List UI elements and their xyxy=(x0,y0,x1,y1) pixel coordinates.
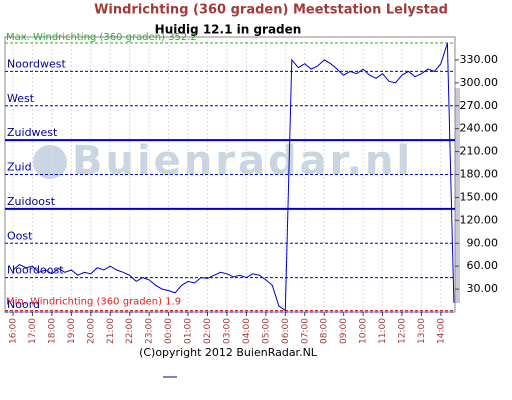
reference-label: Oost xyxy=(7,229,33,242)
y-tick-label: 210.00 xyxy=(460,145,499,158)
x-tick-label: 13:00 xyxy=(417,318,427,344)
reference-label: Noordoost xyxy=(7,264,64,277)
copyright: (C)opyright 2012 BuienRadar.NL xyxy=(139,346,318,359)
y-tick-label: 180.00 xyxy=(460,168,499,181)
reference-label: West xyxy=(7,92,35,105)
watermark: Buienradar.nl xyxy=(72,138,413,184)
reference-label: Zuidwest xyxy=(7,126,58,139)
x-tick-label: 01:00 xyxy=(184,318,194,344)
x-tick-label: 22:00 xyxy=(125,318,135,344)
reference-label: Zuidoost xyxy=(7,195,56,208)
min-line-label: Min. Windrichting (360 graden) 1.9 xyxy=(6,297,181,308)
data-line xyxy=(12,42,455,312)
x-tick-label: 19:00 xyxy=(67,318,77,344)
max-line-label: Max. Windrichting (360 graden) 352.2 xyxy=(6,32,197,43)
chart-title: Windrichting (360 graden) Meetstation Le… xyxy=(94,3,448,18)
y-tick-label: 300.00 xyxy=(460,76,499,89)
y-tick-label: 90.00 xyxy=(467,236,499,249)
y-tick-label: 240.00 xyxy=(460,122,499,135)
x-tick-label: 02:00 xyxy=(203,318,213,344)
x-tick-label: 14:00 xyxy=(436,318,446,344)
x-tick-label: 20:00 xyxy=(86,318,96,344)
y-tick-label: 150.00 xyxy=(460,190,499,203)
x-tick-label: 05:00 xyxy=(261,318,271,344)
x-tick-label: 18:00 xyxy=(47,318,57,344)
x-tick-label: 11:00 xyxy=(378,318,388,344)
x-tick-label: 00:00 xyxy=(164,318,174,344)
x-tick-label: 17:00 xyxy=(28,318,38,344)
y-tick-label: 60.00 xyxy=(467,259,499,272)
x-tick-label: 10:00 xyxy=(359,318,369,344)
y-tick-label: 270.00 xyxy=(460,99,499,112)
x-tick-label: 09:00 xyxy=(339,318,349,344)
x-tick-label: 04:00 xyxy=(242,318,252,344)
x-tick-label: 21:00 xyxy=(106,318,116,344)
y-tick-label: 30.00 xyxy=(467,282,499,295)
chart-subtitle: Huidig 12.1 in graden xyxy=(155,23,302,37)
scroll-bar xyxy=(455,88,460,303)
reference-label: Noordwest xyxy=(7,57,66,70)
y-tick-label: 120.00 xyxy=(460,213,499,226)
x-tick-label: 03:00 xyxy=(222,318,232,344)
watermark-logo xyxy=(33,145,67,179)
x-tick-label: 08:00 xyxy=(320,318,330,344)
x-tick-label: 12:00 xyxy=(398,318,408,344)
reference-label: Zuid xyxy=(7,161,32,174)
x-tick-label: 23:00 xyxy=(145,318,155,344)
reference-label: Noord xyxy=(7,298,40,311)
x-tick-label: 07:00 xyxy=(300,318,310,344)
x-tick-label: 06:00 xyxy=(281,318,291,344)
x-tick-label: 16:00 xyxy=(9,318,19,344)
y-tick-label: 330.00 xyxy=(460,53,499,66)
